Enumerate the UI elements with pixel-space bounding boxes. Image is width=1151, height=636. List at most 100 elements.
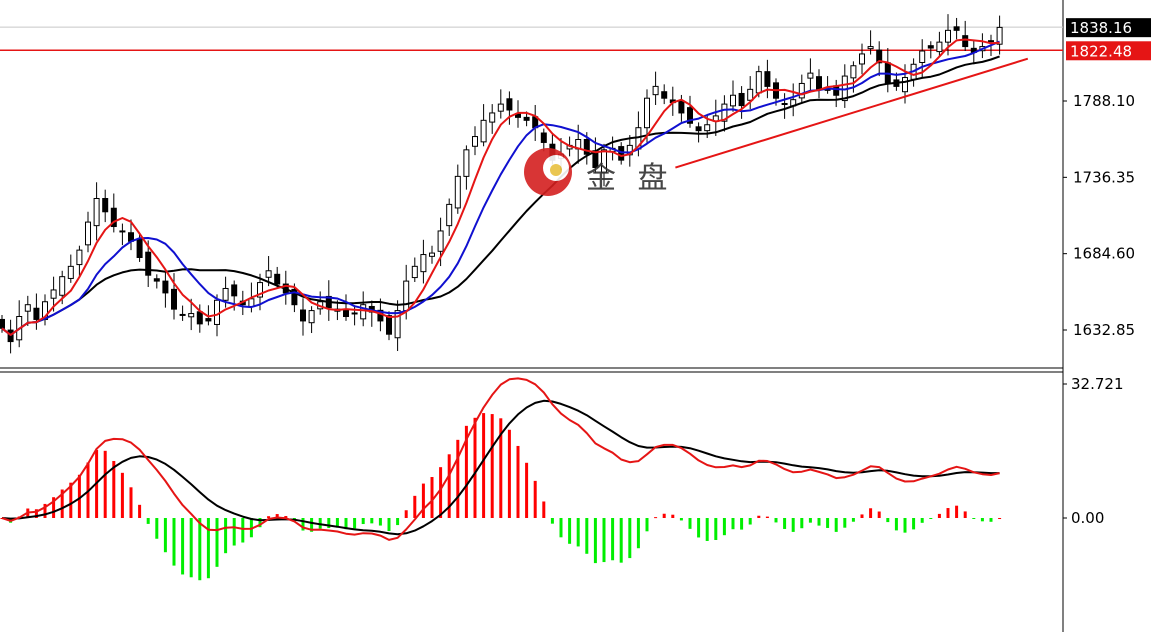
macd-bar-positive — [963, 511, 967, 518]
candle-bearish — [291, 288, 298, 306]
candle-bullish — [489, 112, 496, 123]
macd-bar-negative — [731, 518, 735, 530]
macd-bar-negative — [559, 518, 563, 538]
price-tag-label: 1838.16 — [1070, 19, 1132, 37]
macd-bar-negative — [748, 518, 752, 525]
macd-bar-negative — [826, 518, 830, 528]
candle-bullish — [644, 97, 650, 129]
macd-bar-positive — [112, 460, 116, 518]
macd-bar-positive — [267, 516, 271, 518]
macd-bar-positive — [671, 514, 675, 518]
macd-bar-negative — [172, 518, 176, 566]
macd-bar-negative — [146, 518, 150, 524]
macd-bar-positive — [138, 504, 142, 518]
macd-bar-positive — [421, 483, 425, 518]
candle-bullish — [704, 124, 711, 132]
macd-bar-negative — [387, 518, 391, 531]
macd-bar-positive — [464, 425, 468, 518]
macd-bar-positive — [129, 487, 133, 518]
candle-bearish — [764, 71, 771, 87]
macd-bar-positive — [120, 472, 124, 518]
macd-bar-negative — [378, 518, 382, 526]
candle-bullish — [403, 280, 410, 312]
macd-bar-negative — [808, 518, 812, 523]
candle-bearish — [136, 239, 143, 259]
macd-bar-negative — [396, 518, 400, 526]
candle-bearish — [102, 198, 109, 213]
candle-bullish — [730, 94, 736, 107]
macd-bar-negative — [929, 518, 933, 519]
macd-bar-negative — [241, 518, 245, 543]
macd-bar-negative — [206, 518, 210, 579]
macd-bar-positive — [946, 508, 950, 518]
macd-bar-negative — [645, 518, 649, 532]
candle-bullish — [59, 276, 66, 296]
candle-bullish — [902, 77, 908, 93]
macd-bar-negative — [215, 518, 219, 567]
macd-bar-negative — [817, 518, 821, 526]
candle-bearish — [179, 313, 186, 316]
macd-bar-negative — [370, 518, 374, 524]
macd-bar-negative — [344, 518, 348, 530]
candle-bullish — [85, 221, 91, 246]
macd-bar-positive — [516, 445, 520, 518]
macd-axis-label: 32.721 — [1071, 375, 1124, 393]
macd-bar-negative — [800, 518, 804, 529]
candle-bearish — [927, 45, 934, 49]
macd-bar-positive — [482, 413, 486, 518]
macd-bar-positive — [60, 489, 64, 518]
candle-bullish — [248, 298, 255, 307]
macd-bar-positive — [52, 497, 56, 518]
macd-bar-negative — [335, 518, 339, 528]
candle-bearish — [678, 100, 685, 114]
macd-bar-negative — [163, 518, 167, 553]
candle-bullish — [919, 50, 926, 64]
candle-bullish — [446, 203, 453, 227]
macd-bar-positive — [490, 414, 494, 518]
candle-bearish — [953, 26, 960, 31]
candle-bullish — [652, 85, 659, 96]
macd-bar-negative — [636, 518, 640, 549]
candle-bullish — [437, 230, 444, 252]
price-axis-label: 1736.35 — [1073, 168, 1135, 186]
candle-bullish — [755, 71, 762, 94]
candle-bearish — [33, 307, 40, 320]
candle-bullish — [188, 313, 195, 318]
candle-bullish — [214, 299, 220, 325]
candle-bullish — [50, 289, 57, 299]
candle-bullish — [76, 249, 83, 266]
macd-bar-positive — [473, 417, 477, 518]
candle-bullish — [420, 254, 427, 273]
macd-bar-negative — [886, 518, 890, 523]
support-trendline — [675, 57, 1029, 169]
macd-bar-negative — [258, 518, 262, 528]
candle-bullish — [988, 40, 994, 43]
candle-bullish — [936, 41, 943, 53]
candle-bullish — [257, 282, 263, 298]
macd-bar-positive — [869, 508, 873, 518]
watermark-text: 金 盘 — [586, 161, 674, 196]
candle-bearish — [695, 126, 702, 132]
price-tag-background — [1066, 18, 1151, 38]
candle-bullish — [798, 82, 805, 99]
macd-bar-positive — [69, 482, 73, 518]
macd-bar-positive — [404, 510, 408, 518]
candle-bullish — [429, 252, 435, 257]
macd-bar-positive — [34, 509, 38, 518]
macd-bar-positive — [430, 477, 434, 518]
candle-bullish — [747, 88, 754, 101]
candle-bullish — [850, 65, 857, 79]
price-axis-label: 1684.60 — [1073, 245, 1135, 263]
macd-bar-negative — [774, 518, 778, 523]
candle-bearish — [661, 91, 668, 99]
macd-bar-negative — [920, 518, 924, 523]
macd-bar-negative — [989, 518, 993, 522]
macd-bar-negative — [783, 518, 787, 529]
candle-bearish — [876, 49, 883, 64]
macd-bar-negative — [714, 518, 718, 540]
macd-bar-negative — [353, 518, 357, 529]
macd-bar-negative — [224, 518, 228, 554]
macd-bar-negative — [851, 518, 855, 522]
candle-bullish — [265, 270, 272, 278]
candle-bullish — [472, 136, 478, 147]
